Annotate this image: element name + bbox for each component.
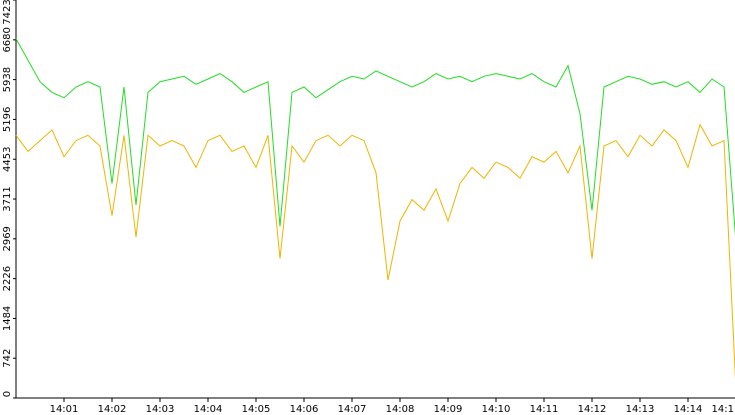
y-tick-label: 4453 [2, 147, 13, 172]
x-tick-label: 14:14 [674, 404, 703, 415]
x-tick-label: 14:13 [626, 404, 655, 415]
x-tick-label: 14:12 [578, 404, 607, 415]
y-tick-label: 7423 [2, 0, 13, 25]
x-tick-label: 14:01 [50, 404, 79, 415]
y-tick-label: 6680 [2, 27, 13, 52]
x-tick-label: 14:09 [434, 404, 463, 415]
x-tick-label: 14:03 [146, 404, 175, 415]
x-tick-label: 14:1 [712, 404, 734, 415]
y-tick-label: 2226 [2, 266, 13, 291]
series-line [15, 123, 735, 380]
x-tick-label: 14:07 [338, 404, 367, 415]
x-tick-label: 14:02 [98, 404, 127, 415]
y-tick-label: 742 [2, 349, 13, 368]
y-tick-label: 5938 [2, 67, 13, 92]
y-tick-label: 1484 [2, 306, 13, 331]
x-tick-label: 14:06 [290, 404, 319, 415]
y-tick-label: 0 [2, 391, 13, 397]
x-tick-label: 14:10 [482, 404, 511, 415]
y-tick-label: 2969 [2, 226, 13, 251]
x-tick-label: 14:04 [194, 404, 223, 415]
x-tick-label: 14:11 [530, 404, 559, 415]
series-line [15, 38, 735, 237]
x-tick-label: 14:08 [386, 404, 415, 415]
x-tick-label: 14:05 [242, 404, 271, 415]
y-tick-label: 3711 [2, 186, 13, 211]
y-tick-label: 5196 [2, 107, 13, 132]
